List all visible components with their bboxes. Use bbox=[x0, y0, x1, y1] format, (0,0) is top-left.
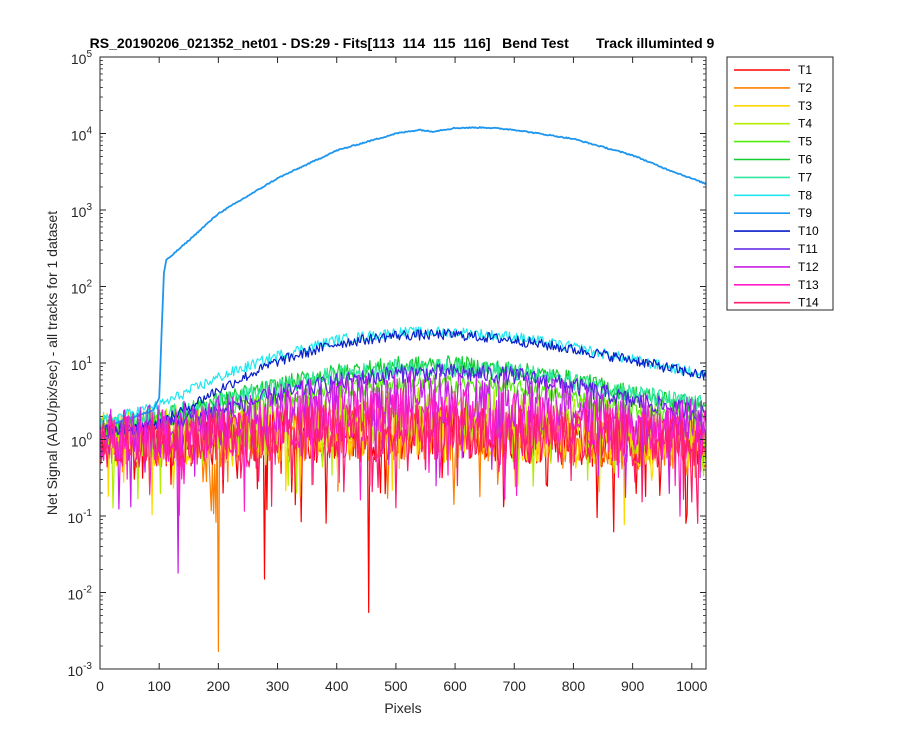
series-line-t14 bbox=[99, 403, 707, 524]
x-tick-label: 600 bbox=[443, 678, 467, 694]
legend-label-t13: T13 bbox=[798, 278, 819, 292]
y-tick-label: 103 bbox=[71, 202, 93, 220]
x-tick-label: 300 bbox=[266, 678, 290, 694]
series-line-t6 bbox=[99, 355, 707, 437]
series-line-t9 bbox=[99, 126, 707, 430]
y-tick-label: 100 bbox=[71, 432, 93, 450]
legend-label-t7: T7 bbox=[798, 170, 812, 184]
y-tick-label: 102 bbox=[71, 279, 93, 297]
y-tick-label: 105 bbox=[71, 49, 93, 67]
series-line-t11 bbox=[99, 363, 707, 440]
plot-area-border bbox=[99, 56, 707, 670]
x-tick-label: 200 bbox=[207, 678, 231, 694]
legend-label-t3: T3 bbox=[798, 99, 812, 113]
series-line-t8 bbox=[99, 326, 707, 427]
legend-label-t9: T9 bbox=[798, 206, 812, 220]
legend-label-t12: T12 bbox=[798, 260, 819, 274]
x-tick-label: 400 bbox=[325, 678, 349, 694]
legend-label-t14: T14 bbox=[798, 296, 819, 310]
chart-title: RS_20190206_021352_net01 - DS:29 - Fits[… bbox=[90, 35, 715, 51]
x-tick-label: 900 bbox=[621, 678, 645, 694]
legend-label-t6: T6 bbox=[798, 153, 812, 167]
x-tick-label: 1000 bbox=[676, 678, 707, 694]
legend-label-t8: T8 bbox=[798, 188, 812, 202]
legend: T1 T2 T3 T4 T5 T6 T7 T8 T9 T10 T11 T12 T13 T14 bbox=[726, 56, 834, 311]
y-tick-label: 10-1 bbox=[68, 508, 93, 526]
legend-label-t10: T10 bbox=[798, 224, 819, 238]
legend-label-t1: T1 bbox=[798, 63, 812, 77]
x-tick-label: 500 bbox=[384, 678, 408, 694]
x-tick-label: 800 bbox=[562, 678, 586, 694]
y-tick-label: 104 bbox=[71, 126, 93, 144]
x-axis-label: Pixels bbox=[384, 700, 421, 716]
series-line-t13 bbox=[99, 388, 707, 517]
y-axis: 10-3 10-2 10-1 100 101 102 103 104 105 bbox=[68, 49, 706, 679]
legend-label-t11: T11 bbox=[798, 242, 818, 256]
series-layer bbox=[99, 126, 707, 652]
legend-label-t5: T5 bbox=[798, 135, 812, 149]
x-tick-label: 700 bbox=[503, 678, 527, 694]
y-tick-label: 10-2 bbox=[68, 585, 93, 603]
y-axis-label: Net Signal (ADU/pix/sec) - all tracks fo… bbox=[44, 211, 60, 515]
legend-box bbox=[726, 56, 834, 311]
x-tick-label: 100 bbox=[148, 678, 172, 694]
series-line-t10 bbox=[99, 329, 707, 438]
y-tick-label: 10-3 bbox=[68, 661, 93, 679]
x-tick-label: 0 bbox=[96, 678, 104, 694]
x-axis: 0 100 200 300 400 500 600 700 800 900 1000 bbox=[96, 57, 708, 694]
y-tick-label: 101 bbox=[71, 355, 93, 373]
legend-label-t4: T4 bbox=[798, 117, 812, 131]
legend-label-t2: T2 bbox=[798, 81, 812, 95]
